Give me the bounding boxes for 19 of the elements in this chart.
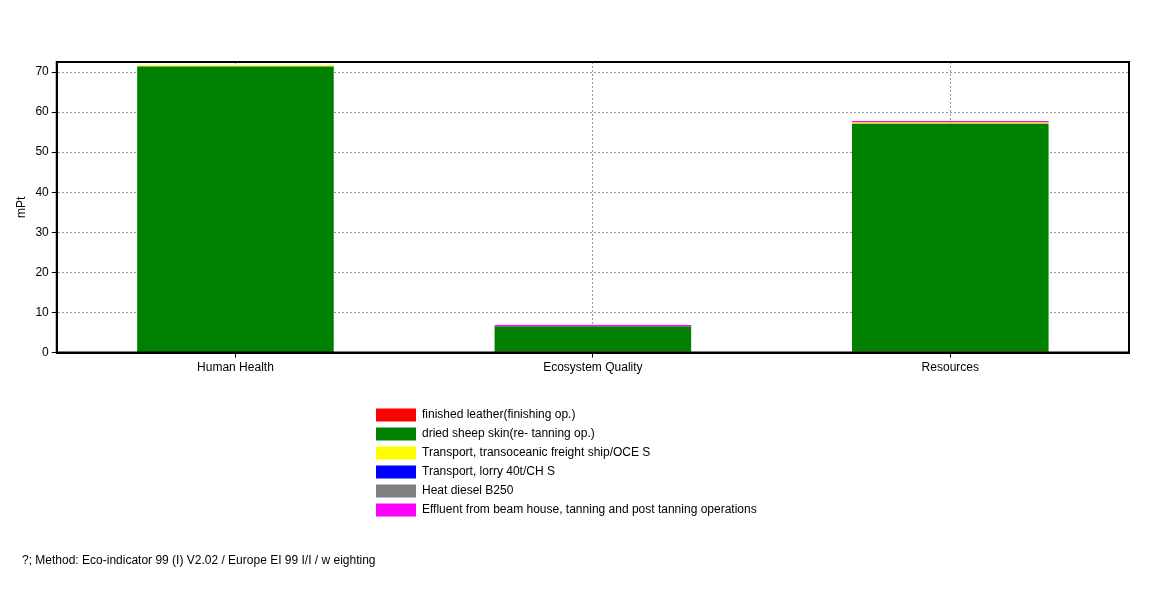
x-tick-label: Ecosystem Quality [543,360,643,375]
legend-label: Transport, transoceanic freight ship/OCE S [422,445,651,460]
y-axis-title: mPt [13,195,28,218]
y-tick-label: 10 [35,304,50,319]
y-tick-label: 60 [35,104,50,119]
y-tick-label: 40 [35,184,50,199]
y-tick-label: 50 [35,144,50,159]
y-tick-label: 0 [42,344,50,359]
y-tick-label: 30 [35,224,50,239]
y-tick-label: 20 [35,264,50,279]
text: ?; Method: Eco-indicator 99 (I) V2.02 / Europe EI 99 I/I / w eighting [22,553,376,567]
legend-label: dried sheep skin(re- tanning op.) [422,426,595,441]
legend-label: finished leather(finishing op.) [422,407,576,422]
legend-label: Effluent from beam house, tanning and post tanning operations [422,502,757,517]
y-tick-label: 70 [35,64,50,79]
legend-label: Heat diesel B250 [422,483,514,498]
legend-label: Transport, lorry 40t/CH S [422,464,555,479]
x-tick-label: Resources [921,360,979,375]
x-tick-label: Human Health [197,360,274,375]
